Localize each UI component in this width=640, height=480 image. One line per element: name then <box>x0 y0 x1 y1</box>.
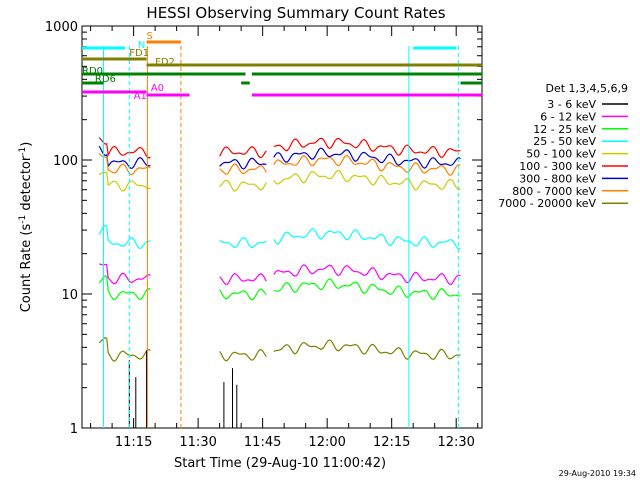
series-e50_100 <box>98 169 461 192</box>
y-axis-label-end: ) <box>19 142 34 147</box>
y-tick-label: 100 <box>53 154 78 169</box>
x-tick-label: 11:45 <box>244 435 281 450</box>
legend-label: 25 - 50 keV <box>533 135 596 148</box>
y-axis-label-sup1: -1 <box>18 215 28 224</box>
series-e6_12 <box>98 263 461 286</box>
x-tick-label: 12:00 <box>308 435 345 450</box>
x-tick-label: 12:15 <box>373 435 410 450</box>
legend-label: 12 - 25 keV <box>533 123 596 136</box>
x-tick-label: 11:30 <box>179 435 216 450</box>
y-axis-label: Count Rate (s-1 detector-1) <box>18 142 34 313</box>
legend-label: 6 - 12 keV <box>540 110 596 123</box>
state-label-fd1: FD1 <box>129 48 149 59</box>
plot-frame <box>81 25 483 429</box>
series-e300_800 <box>98 145 461 170</box>
x-tick-label: 12:30 <box>437 435 474 450</box>
series-e800_7000 <box>98 152 461 176</box>
y-tick-label: 1000 <box>45 20 78 35</box>
footer-timestamp: 29-Aug-2010 19:34 <box>559 469 636 478</box>
legend-label: 7000 - 20000 keV <box>498 197 596 210</box>
legend-title: Det 1,3,4,5,6,9 <box>545 82 628 95</box>
legend-label: 300 - 800 keV <box>519 172 596 185</box>
x-axis: 11:15 11:30 11:45 12:00 12:15 12:30 <box>90 26 479 450</box>
y-axis-label-mid: detector <box>19 155 34 215</box>
legend-label: 800 - 7000 keV <box>512 185 596 198</box>
state-label-n: N <box>138 40 145 51</box>
y-axis-label-main: Count Rate (s <box>19 224 34 313</box>
series-e12_25 <box>98 275 461 301</box>
series-e25_50 <box>98 224 461 250</box>
legend-label: 50 - 100 keV <box>526 148 596 161</box>
x-axis-label: Start Time (29-Aug-10 11:00:42) <box>174 456 386 471</box>
series-e3_6 <box>128 350 238 428</box>
state-label-rd0: RD0 <box>82 66 103 77</box>
state-label-rd6: RD6 <box>95 74 116 85</box>
state-label-fd2: FD2 <box>155 57 175 68</box>
state-label-s: S <box>147 31 153 42</box>
series-e7000_20000 <box>98 337 461 362</box>
series-e100_300 <box>98 137 461 159</box>
series-layer <box>98 46 461 428</box>
y-tick-label: 1 <box>70 422 78 437</box>
chart-title: HESSI Observing Summary Count Rates <box>146 4 445 22</box>
plot-area <box>81 25 483 429</box>
state-label-a0: A0 <box>151 83 164 94</box>
y-tick-label: 10 <box>61 288 78 303</box>
x-tick-label: 11:15 <box>115 435 152 450</box>
legend-label: 100 - 300 keV <box>519 160 596 173</box>
state-label-a1: A1 <box>134 91 147 102</box>
y-axis: 1 10 100 1000 <box>45 20 482 437</box>
y-axis-label-sup2: -1 <box>18 147 28 156</box>
legend-label: 3 - 6 keV <box>547 98 596 111</box>
